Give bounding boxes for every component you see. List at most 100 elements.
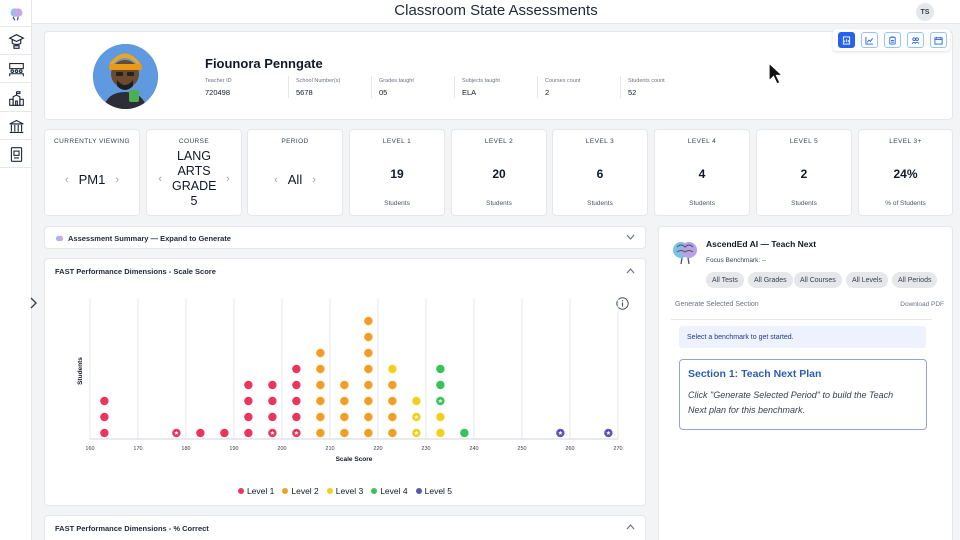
data-point xyxy=(292,412,301,422)
filter-tests-pill[interactable]: All Tests xyxy=(706,272,744,288)
data-point xyxy=(388,380,397,390)
page-title: Classroom State Assessments xyxy=(394,2,598,19)
level-2-card[interactable]: LEVEL 2 20 Students xyxy=(451,129,547,216)
download-pdf-button[interactable]: Download PDF xyxy=(900,301,944,308)
graduate-icon[interactable] xyxy=(6,31,26,51)
district-icon[interactable] xyxy=(6,116,26,136)
x-tick-label: 190 xyxy=(229,446,238,452)
data-point xyxy=(316,348,325,358)
legend-swatch xyxy=(326,488,333,494)
data-point xyxy=(292,380,301,390)
top-bar: Classroom State Assessments TS xyxy=(32,0,960,24)
filter-periods-pill[interactable]: All Periods xyxy=(892,272,938,288)
school-icon[interactable] xyxy=(6,88,26,108)
classroom-icon[interactable] xyxy=(6,59,26,79)
chevron-down-icon[interactable] xyxy=(626,234,635,240)
brain-logo-icon[interactable] xyxy=(6,3,26,23)
period-value[interactable]: All xyxy=(287,172,303,187)
level-3-card[interactable]: LEVEL 3 6 Students xyxy=(552,129,648,216)
scale-score-title: FAST Performance Dimensions - Scale Scor… xyxy=(55,267,216,276)
data-point xyxy=(244,396,253,406)
previous-chevron-icon[interactable]: ‹ xyxy=(274,173,278,186)
data-point xyxy=(364,396,373,406)
grades-taught-field: Grades taught 05 xyxy=(379,78,414,97)
assessment-summary-accordion[interactable]: Assessment Summary — Expand to Generate xyxy=(44,226,646,249)
star-marker xyxy=(270,430,275,435)
report-icon[interactable] xyxy=(6,144,26,164)
students-view-button[interactable] xyxy=(907,32,924,48)
filter-courses-pill[interactable]: All Courses xyxy=(794,272,842,288)
legend-label: Level 4 xyxy=(380,486,408,496)
data-point xyxy=(364,316,373,326)
calendar-view-button[interactable] xyxy=(930,32,947,48)
data-point xyxy=(388,412,397,422)
filter-grades-pill[interactable]: All Grades xyxy=(748,272,793,288)
legend-swatch xyxy=(415,488,422,494)
course-value[interactable]: LANG ARTS GRADE 5 xyxy=(172,149,217,208)
star-marker xyxy=(606,430,611,435)
legend-swatch xyxy=(237,488,244,494)
chevron-up-icon[interactable] xyxy=(626,524,635,530)
data-point xyxy=(340,396,349,406)
period-selector: PERIOD ‹ All › xyxy=(247,129,343,216)
expand-sidebar-chevron-icon[interactable] xyxy=(26,293,40,313)
next-chevron-icon[interactable]: › xyxy=(115,173,120,186)
chevron-up-icon[interactable] xyxy=(626,268,635,274)
data-point xyxy=(436,412,445,422)
x-tick-label: 260 xyxy=(565,446,574,452)
next-chevron-icon[interactable]: › xyxy=(226,173,230,185)
data-point xyxy=(316,364,325,374)
x-tick-label: 170 xyxy=(133,446,142,452)
currently-viewing-selector: CURRENTLY VIEWING ‹ PM1 › xyxy=(44,129,140,216)
data-point xyxy=(412,396,421,406)
dashboard-view-button[interactable] xyxy=(838,32,855,48)
data-point xyxy=(316,412,325,422)
data-point xyxy=(196,428,205,438)
generate-section-button[interactable]: Generate Selected Section xyxy=(675,301,759,308)
legend-label: Level 3 xyxy=(335,486,364,496)
legend-item: Level 3 xyxy=(326,486,364,496)
data-point xyxy=(340,428,349,438)
x-tick-label: 240 xyxy=(469,446,478,452)
ai-teach-next-panel: AscendEd AI — Teach Next Focus Benchmark… xyxy=(658,226,953,540)
teacher-avatar xyxy=(93,44,158,109)
clipboard-view-button[interactable] xyxy=(884,32,901,48)
filter-levels-pill[interactable]: All Levels xyxy=(846,272,888,288)
legend-item: Level 1 xyxy=(237,486,275,496)
ai-brain-icon xyxy=(673,242,697,265)
x-tick-label: 220 xyxy=(373,446,382,452)
previous-chevron-icon[interactable]: ‹ xyxy=(158,173,162,185)
chart-legend: Level 1 Level 2 Level 3 Level 4 Level 5 xyxy=(45,486,645,496)
star-marker xyxy=(294,430,299,435)
data-point xyxy=(436,380,445,390)
info-icon[interactable] xyxy=(616,297,629,310)
teach-next-plan-section[interactable]: Section 1: Teach Next Plan Click "Genera… xyxy=(679,359,927,430)
data-point xyxy=(436,428,445,438)
brain-icon xyxy=(55,235,64,242)
viewing-value[interactable]: PM1 xyxy=(78,172,106,187)
legend-label: Level 5 xyxy=(424,486,453,496)
legend-label: Level 1 xyxy=(246,486,275,496)
user-avatar[interactable]: TS xyxy=(916,3,934,21)
level-1-card[interactable]: LEVEL 1 19 Students xyxy=(349,129,445,216)
data-point xyxy=(460,428,469,438)
previous-chevron-icon[interactable]: ‹ xyxy=(64,173,69,186)
data-point xyxy=(244,412,253,422)
x-tick-label: 230 xyxy=(421,446,430,452)
x-tick-label: 200 xyxy=(277,446,286,452)
star-marker xyxy=(558,430,563,435)
data-point xyxy=(220,428,229,438)
chart-view-button[interactable] xyxy=(861,32,878,48)
data-point xyxy=(316,380,325,390)
data-point xyxy=(340,412,349,422)
level-3-plus-card[interactable]: LEVEL 3+ 24% % of Students xyxy=(858,129,953,216)
percent-correct-chart-card[interactable]: FAST Performance Dimensions - % Correct xyxy=(44,515,646,540)
data-point xyxy=(100,428,109,438)
level-4-card[interactable]: LEVEL 4 4 Students xyxy=(654,129,750,216)
x-tick-label: 250 xyxy=(517,446,526,452)
legend-swatch xyxy=(282,488,289,494)
next-chevron-icon[interactable]: › xyxy=(312,173,316,186)
x-tick-label: 160 xyxy=(85,446,94,452)
level-5-card[interactable]: LEVEL 5 2 Students xyxy=(756,129,852,216)
mouse-cursor-icon xyxy=(768,62,784,85)
